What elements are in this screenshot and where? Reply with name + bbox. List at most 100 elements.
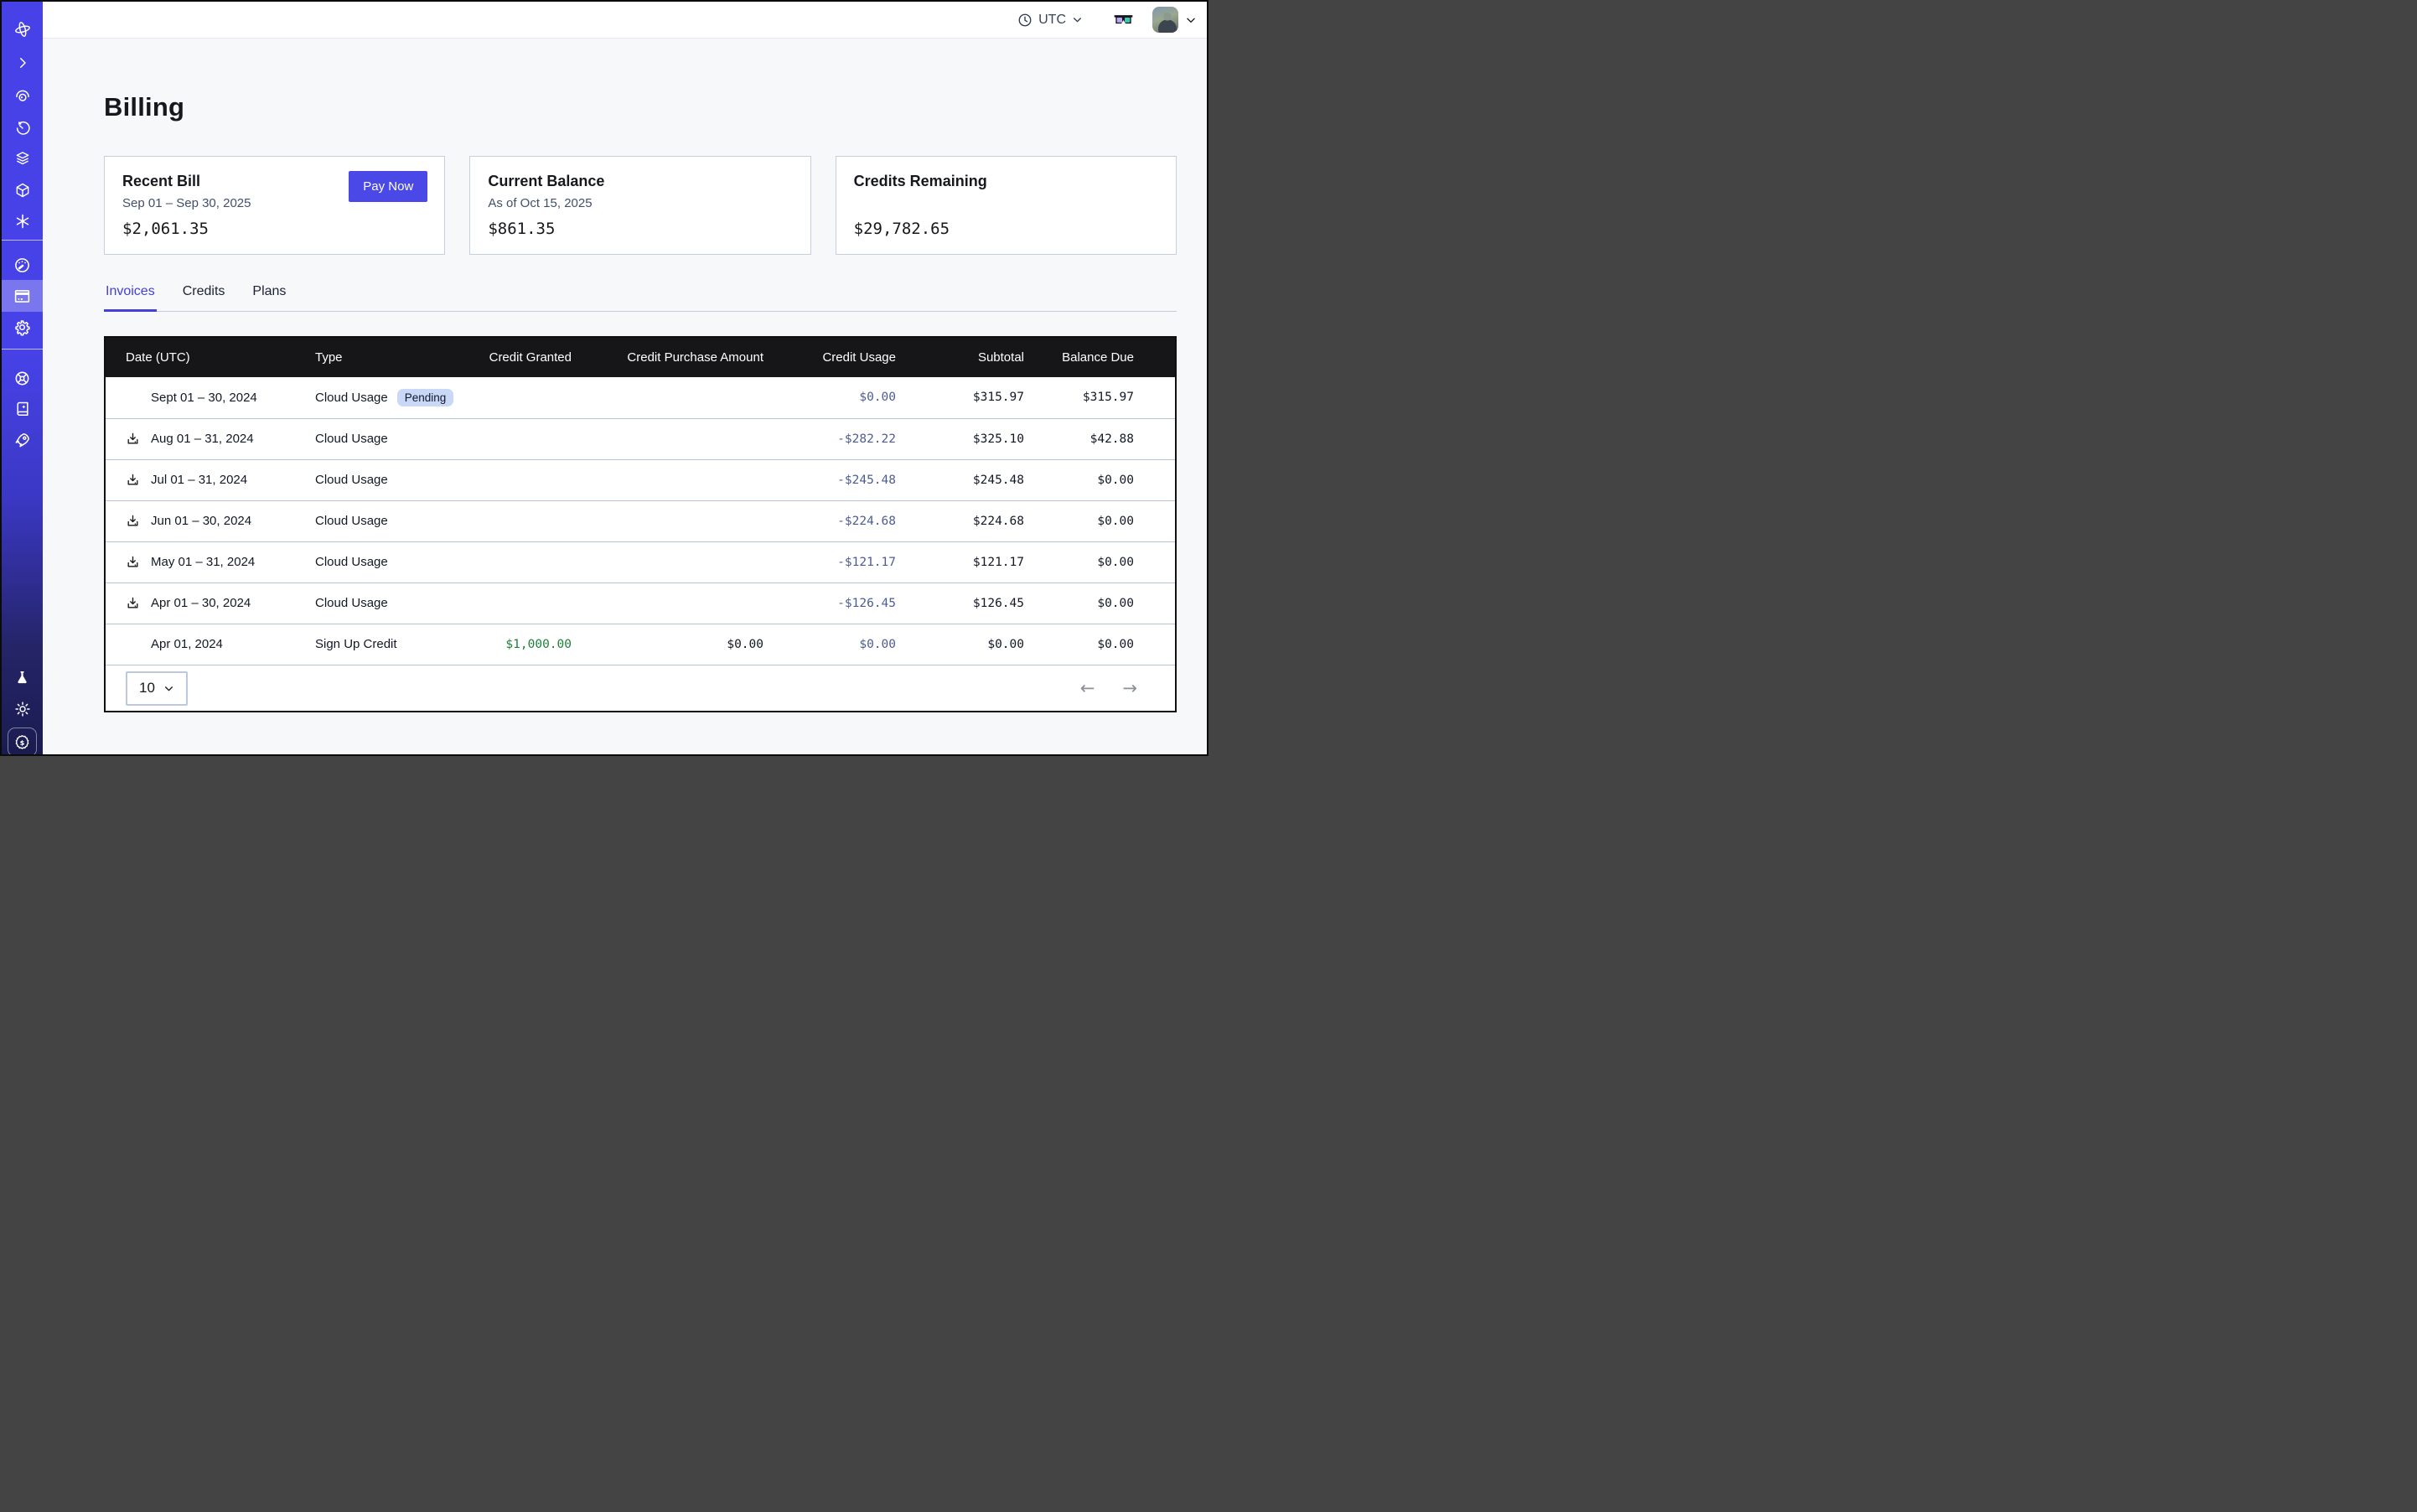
sidebar: $ — [2, 2, 43, 754]
credit-purchase-value — [578, 500, 770, 541]
invoice-date: Apr 01 – 30, 2024 — [151, 596, 251, 610]
cube-icon[interactable] — [2, 174, 43, 206]
sidebar-divider — [2, 240, 43, 241]
sidebar-divider — [2, 349, 43, 350]
chevron-down-icon — [165, 686, 173, 691]
prev-page-button[interactable]: ← — [1079, 677, 1095, 698]
table-row: Aug 01 – 31, 2024 Cloud Usage -$282.22 $… — [106, 417, 1175, 459]
col-date: Date (UTC) — [106, 338, 315, 377]
invoice-type: Cloud Usage — [315, 596, 388, 610]
credit-granted-value — [466, 377, 578, 418]
account-menu-chevron-down-icon[interactable] — [1185, 14, 1197, 26]
labs-flask-icon[interactable] — [2, 661, 43, 693]
download-invoice-icon[interactable] — [126, 555, 141, 570]
invoice-table-body: Sept 01 – 30, 2024 Cloud Usage Pending $… — [106, 377, 1175, 665]
topbar: UTC — [43, 2, 1207, 39]
subtotal-value: $245.48 — [903, 458, 1031, 500]
col-credit-purchase-amount: Credit Purchase Amount — [578, 338, 770, 377]
invoice-date: Jun 01 – 30, 2024 — [151, 514, 252, 528]
theme-sun-icon[interactable] — [2, 693, 43, 725]
observe-eye-icon[interactable] — [2, 80, 43, 112]
user-avatar[interactable] — [1152, 7, 1178, 33]
history-timer-icon[interactable] — [2, 112, 43, 144]
card-title: Recent Bill — [122, 173, 201, 189]
layers-icon[interactable] — [2, 142, 43, 174]
3d-glasses-icon[interactable] — [1113, 13, 1134, 27]
invoices-table: Date (UTC) Type Credit Granted Credit Pu… — [106, 338, 1175, 665]
tab-invoices[interactable]: Invoices — [104, 284, 157, 312]
invoice-type: Cloud Usage — [315, 390, 388, 405]
col-subtotal: Subtotal — [903, 338, 1031, 377]
card-subtitle: As of Oct 15, 2025 — [488, 196, 593, 210]
subtotal-value: $224.68 — [903, 500, 1031, 541]
download-invoice-icon[interactable] — [126, 473, 141, 488]
credit-card-icon — [13, 287, 31, 305]
timezone-select[interactable]: UTC — [1017, 13, 1083, 28]
table-row: Jul 01 – 31, 2024 Cloud Usage -$245.48 $… — [106, 458, 1175, 500]
dollar-badge-icon: $ — [13, 733, 31, 751]
status-badge: Pending — [396, 388, 454, 406]
pay-now-button[interactable]: Pay Now — [349, 171, 428, 202]
credit-usage-value: -$224.68 — [770, 500, 903, 541]
subtotal-value: $315.97 — [972, 391, 1024, 405]
col-credit-granted: Credit Granted — [466, 338, 578, 377]
balance-due-value: $0.00 — [1031, 541, 1175, 583]
docs-book-icon[interactable] — [2, 393, 43, 425]
ship-wheel-icon[interactable] — [2, 362, 43, 394]
subtotal-value: $126.45 — [903, 582, 1031, 624]
sidebar-expand-chevron-right-icon[interactable] — [2, 47, 43, 79]
credit-purchase-value — [578, 458, 770, 500]
col-balance-due: Balance Due — [1031, 338, 1175, 377]
credit-purchase-value: $0.00 — [578, 623, 770, 665]
credit-usage-value: $0.00 — [859, 391, 896, 405]
tab-credits[interactable]: Credits — [182, 284, 225, 298]
invoice-date: Aug 01 – 31, 2024 — [151, 432, 254, 446]
recent-bill-card: Recent Bill Sep 01 – Sep 30, 2025 $2,061… — [104, 156, 446, 255]
download-invoice-icon[interactable] — [126, 432, 141, 447]
card-title: Credits Remaining — [853, 173, 987, 189]
balance-due-value: $0.00 — [1031, 623, 1175, 665]
credits-dollar-badge-button[interactable]: $ — [8, 728, 37, 754]
invoice-date: May 01 – 31, 2024 — [151, 555, 256, 569]
table-row: Apr 01, 2024 Sign Up Credit $1,000.00 $0… — [106, 623, 1175, 665]
table-row: May 01 – 31, 2024 Cloud Usage -$121.17 $… — [106, 541, 1175, 583]
credit-granted-value — [466, 541, 578, 583]
sidebar-item-billing[interactable] — [2, 280, 43, 312]
credit-usage-value: -$126.45 — [770, 582, 903, 624]
card-title: Current Balance — [488, 173, 605, 189]
balance-due-value: $0.00 — [1031, 458, 1175, 500]
invoice-type: Cloud Usage — [315, 555, 388, 569]
col-credit-usage: Credit Usage — [770, 338, 903, 377]
download-invoice-icon[interactable] — [126, 596, 141, 611]
logo-icon[interactable] — [2, 13, 43, 45]
credit-granted-value: $1,000.00 — [466, 623, 578, 665]
credit-purchase-value — [578, 417, 770, 459]
timezone-value: UTC — [1038, 12, 1066, 27]
card-subtitle: Sep 01 – Sep 30, 2025 — [122, 196, 251, 210]
table-row: Apr 01 – 30, 2024 Cloud Usage -$126.45 $… — [106, 582, 1175, 624]
credit-granted-value — [466, 417, 578, 459]
download-invoice-icon[interactable] — [126, 514, 141, 529]
table-row: Sept 01 – 30, 2024 Cloud Usage Pending $… — [106, 377, 1175, 418]
page-title: Billing — [104, 92, 185, 122]
invoice-type: Cloud Usage — [315, 432, 388, 446]
asterisk-icon[interactable] — [2, 205, 43, 237]
invoice-type: Cloud Usage — [315, 473, 388, 487]
credit-usage-value: $0.00 — [770, 623, 903, 665]
summary-cards: Recent Bill Sep 01 – Sep 30, 2025 $2,061… — [104, 156, 1177, 255]
pagination: ← → — [1079, 677, 1137, 698]
next-page-button[interactable]: → — [1122, 677, 1137, 698]
credit-purchase-value — [578, 541, 770, 583]
rocket-icon[interactable] — [2, 424, 43, 456]
invoice-date: Jul 01 – 31, 2024 — [151, 473, 248, 487]
page-size-value: 10 — [139, 680, 155, 696]
invoice-type: Cloud Usage — [315, 514, 388, 528]
page-size-select[interactable]: 10 — [126, 671, 188, 706]
credits-remaining-card: Credits Remaining $29,782.65 — [835, 156, 1177, 255]
settings-gear-icon[interactable] — [2, 311, 43, 343]
tab-plans[interactable]: Plans — [252, 284, 287, 298]
invoice-type: Sign Up Credit — [315, 637, 397, 652]
usage-gauge-icon[interactable] — [2, 249, 43, 281]
subtotal-value: $325.10 — [903, 417, 1031, 459]
invoice-date: Apr 01, 2024 — [151, 637, 223, 652]
